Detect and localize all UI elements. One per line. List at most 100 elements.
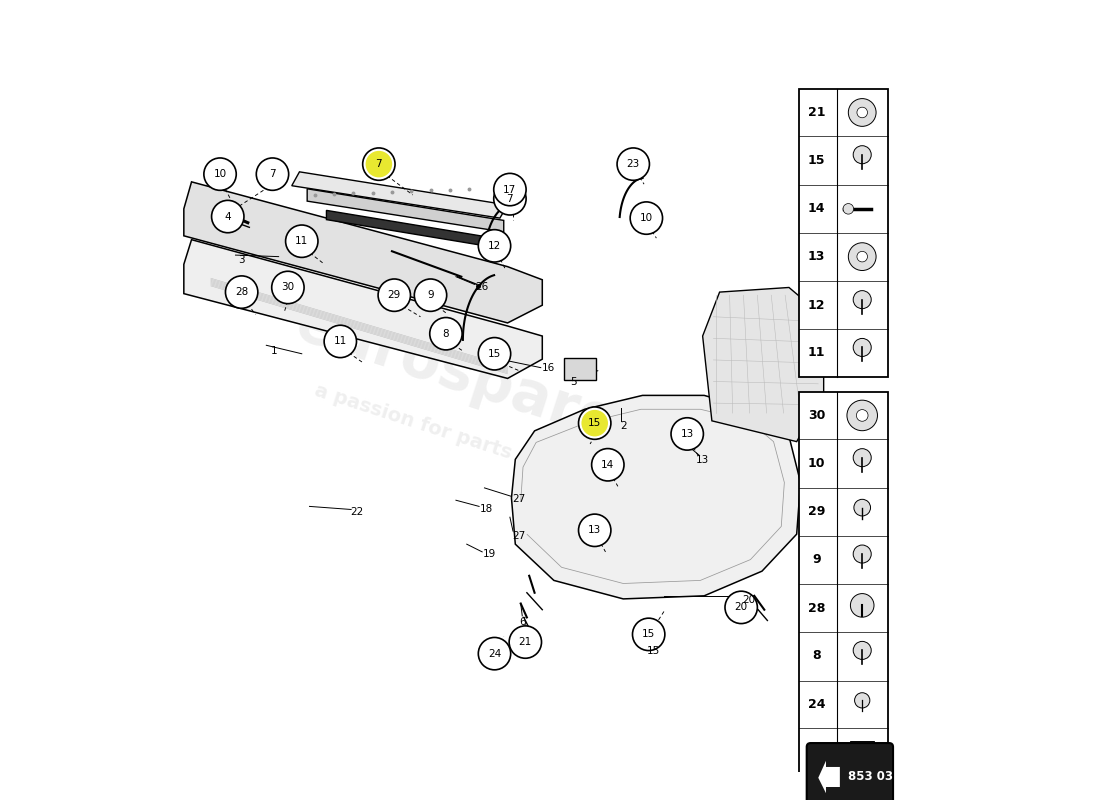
- Text: 11: 11: [333, 337, 346, 346]
- Circle shape: [854, 499, 870, 516]
- Circle shape: [494, 182, 526, 215]
- Circle shape: [848, 242, 876, 270]
- Text: 15: 15: [642, 630, 656, 639]
- Text: 5: 5: [570, 377, 576, 386]
- Circle shape: [854, 290, 871, 309]
- Text: 11: 11: [808, 346, 825, 359]
- Text: 20: 20: [735, 602, 748, 612]
- Text: 19: 19: [483, 549, 496, 559]
- Polygon shape: [292, 172, 507, 218]
- Circle shape: [854, 338, 871, 357]
- Text: 8: 8: [813, 650, 821, 662]
- Circle shape: [854, 642, 871, 659]
- Text: 7: 7: [507, 194, 514, 204]
- Text: 29: 29: [808, 506, 825, 518]
- Text: 8: 8: [442, 329, 449, 338]
- Text: 12: 12: [808, 298, 825, 312]
- Text: 4: 4: [224, 211, 231, 222]
- Text: 853 03: 853 03: [848, 770, 893, 782]
- Circle shape: [843, 203, 854, 214]
- Circle shape: [847, 400, 878, 430]
- Text: 15: 15: [588, 418, 602, 428]
- Circle shape: [324, 326, 356, 358]
- Text: 14: 14: [808, 202, 825, 215]
- Text: 21: 21: [519, 637, 532, 647]
- Text: 12: 12: [488, 241, 502, 251]
- Bar: [799, 391, 888, 776]
- Text: 24: 24: [488, 649, 502, 658]
- Text: 10: 10: [808, 457, 825, 470]
- Text: 29: 29: [387, 290, 400, 300]
- Circle shape: [204, 158, 236, 190]
- Polygon shape: [512, 395, 801, 599]
- Circle shape: [365, 151, 392, 178]
- Circle shape: [378, 279, 410, 311]
- Circle shape: [256, 158, 288, 190]
- Text: eurospares: eurospares: [288, 294, 657, 462]
- Text: 2: 2: [620, 422, 627, 431]
- Circle shape: [494, 174, 526, 206]
- Text: 22: 22: [351, 506, 364, 517]
- Circle shape: [430, 318, 462, 350]
- Circle shape: [725, 591, 758, 623]
- Text: 7: 7: [813, 746, 821, 759]
- Circle shape: [582, 410, 608, 437]
- Polygon shape: [818, 761, 840, 793]
- Circle shape: [855, 693, 870, 708]
- Text: 28: 28: [808, 602, 825, 614]
- Text: 10: 10: [640, 213, 653, 223]
- Text: 6: 6: [519, 617, 526, 627]
- Text: 27: 27: [513, 494, 526, 504]
- Text: 10: 10: [213, 169, 227, 179]
- Text: 13: 13: [696, 455, 710, 465]
- Circle shape: [211, 200, 244, 233]
- Text: 16: 16: [542, 362, 556, 373]
- Circle shape: [592, 449, 624, 481]
- Text: 15: 15: [647, 646, 660, 656]
- Circle shape: [857, 107, 868, 118]
- Circle shape: [579, 407, 610, 439]
- Text: 13: 13: [808, 250, 825, 263]
- Circle shape: [226, 276, 257, 308]
- Circle shape: [363, 148, 395, 180]
- Circle shape: [857, 410, 868, 422]
- Text: 18: 18: [481, 504, 494, 514]
- Circle shape: [509, 626, 541, 658]
- Circle shape: [854, 146, 871, 164]
- Polygon shape: [307, 189, 504, 232]
- Circle shape: [579, 514, 610, 546]
- Text: 13: 13: [588, 526, 602, 535]
- Text: 26: 26: [475, 282, 488, 292]
- Text: 30: 30: [808, 409, 825, 422]
- Bar: [850, 741, 875, 764]
- Text: 24: 24: [808, 698, 825, 711]
- Circle shape: [857, 251, 868, 262]
- Text: 15: 15: [808, 154, 825, 166]
- Text: 9: 9: [427, 290, 433, 300]
- Polygon shape: [184, 240, 542, 378]
- Circle shape: [854, 449, 871, 466]
- Text: 20: 20: [742, 595, 756, 606]
- Text: 11: 11: [295, 236, 308, 246]
- Circle shape: [632, 618, 664, 650]
- Circle shape: [415, 279, 447, 311]
- Circle shape: [630, 202, 662, 234]
- Text: 23: 23: [627, 159, 640, 169]
- Circle shape: [857, 747, 867, 757]
- Circle shape: [848, 98, 876, 126]
- Text: 9: 9: [813, 553, 821, 566]
- Text: 21: 21: [808, 106, 825, 119]
- Text: 13: 13: [681, 429, 694, 439]
- Polygon shape: [327, 210, 504, 249]
- Polygon shape: [703, 287, 824, 442]
- Text: 7: 7: [375, 159, 382, 169]
- Bar: [799, 89, 888, 377]
- Text: 17: 17: [504, 185, 517, 194]
- Text: 3: 3: [239, 255, 245, 266]
- Text: 14: 14: [602, 460, 615, 470]
- Circle shape: [478, 338, 510, 370]
- Text: 7: 7: [270, 169, 276, 179]
- Text: a passion for parts since 1985: a passion for parts since 1985: [312, 382, 634, 502]
- Circle shape: [617, 148, 649, 180]
- Circle shape: [272, 271, 304, 304]
